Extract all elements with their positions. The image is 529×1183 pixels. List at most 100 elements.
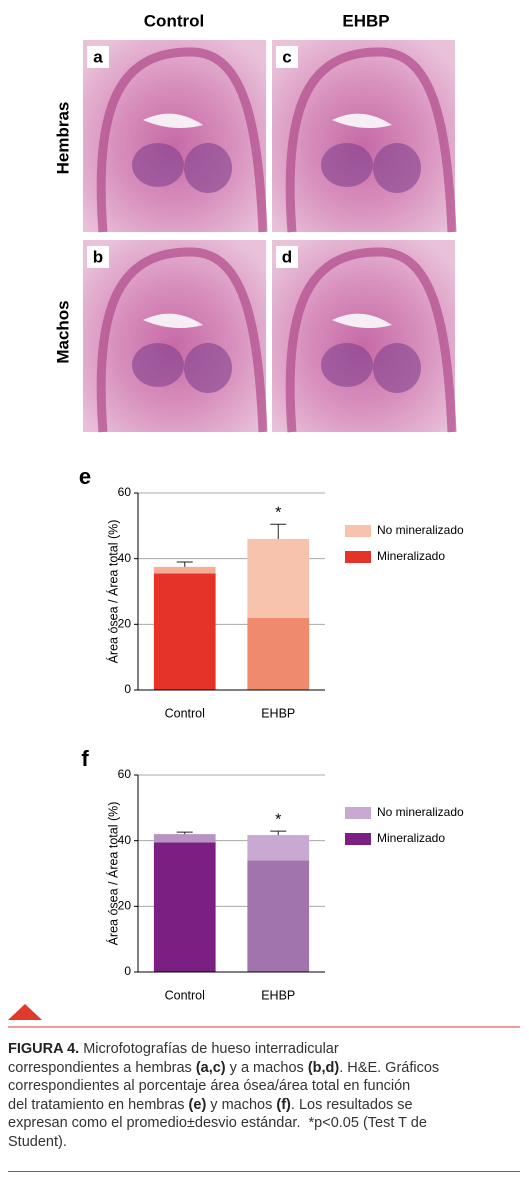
error-bar — [270, 830, 287, 836]
micrograph-bg — [83, 40, 266, 232]
caption-text: y machos — [206, 1096, 277, 1113]
legend-swatch — [345, 525, 371, 537]
caption: FIGURA 4. Microfotografías de hueso inte… — [8, 1040, 523, 1152]
caption-text: expresan como el promedio±desvio estánda… — [8, 1115, 427, 1132]
x-tick-label: Control — [165, 988, 205, 1002]
error-bar — [270, 523, 287, 539]
marrow — [132, 143, 184, 187]
tissue-band — [96, 47, 268, 233]
legend-swatch — [345, 807, 371, 819]
caption-text: (f) — [276, 1096, 291, 1113]
legend-label: No mineralizado — [377, 805, 464, 819]
caption-text: del tratamiento en hembras — [8, 1096, 189, 1113]
legend-label: Mineralizado — [377, 831, 445, 845]
space — [143, 113, 203, 129]
caption-line: expresan como el promedio±desvio estánda… — [8, 1114, 523, 1133]
caption-text: (e) — [188, 1096, 207, 1113]
legend-swatch — [345, 833, 371, 845]
error-bar — [176, 561, 193, 567]
y-tick-label: 60 — [118, 767, 132, 781]
panel-label: c — [282, 47, 291, 66]
panel-label-box — [87, 46, 109, 68]
caption-line: correspondientes al porcentaje área ósea… — [8, 1077, 523, 1096]
y-tick-label: 0 — [124, 682, 131, 696]
x-tick-label: Control — [165, 706, 205, 720]
bar-segment — [153, 842, 216, 972]
marrow — [373, 143, 421, 193]
panel-label-box — [276, 46, 298, 68]
row-header: Hembras — [53, 102, 72, 175]
caption-text: (a,c) — [195, 1059, 226, 1076]
divider — [8, 1171, 520, 1172]
caption-text: . Los resultados se — [290, 1096, 413, 1113]
caption-text: y a machos — [225, 1059, 308, 1076]
micrograph-bg — [272, 40, 455, 232]
decor-triangle — [8, 1004, 42, 1020]
column-header: EHBP — [342, 11, 389, 30]
micrograph: a — [83, 40, 268, 233]
caption-text: . H&E. Gráficos — [339, 1059, 440, 1076]
y-tick-label: 20 — [118, 617, 132, 631]
bar-segment — [247, 835, 310, 861]
caption-text: (b,d) — [307, 1059, 340, 1076]
row-header: Machos — [53, 300, 72, 363]
marrow — [321, 343, 373, 387]
caption-text: correspondientes a hembras — [8, 1059, 196, 1076]
y-tick-label: 0 — [124, 964, 131, 978]
chart-label: f — [81, 746, 89, 771]
marrow — [132, 343, 184, 387]
caption-text: Microfotografías de hueso interradicular — [79, 1041, 339, 1057]
marrow — [373, 343, 421, 393]
caption-line: FIGURA 4. Microfotografías de hueso inte… — [8, 1040, 523, 1059]
micrograph: d — [272, 240, 457, 433]
bar-segment — [247, 538, 310, 618]
error-bar — [176, 831, 193, 835]
marrow — [321, 143, 373, 187]
space — [143, 313, 203, 329]
significance: * — [275, 811, 281, 828]
marrow — [184, 143, 232, 193]
caption-text: FIGURA 4. — [8, 1041, 80, 1057]
caption-line: correspondientes a hembras (a,c) y a mac… — [8, 1059, 523, 1078]
legend-label: Mineralizado — [377, 549, 445, 563]
space — [332, 313, 392, 329]
micrograph-bg — [83, 240, 266, 432]
caption-line: Student). — [8, 1133, 523, 1152]
figure: Control EHBP Hembras Machos a c b d e Área ósea /… — [8, 11, 520, 1028]
bar-segment — [247, 617, 310, 690]
micrograph-bg — [272, 240, 455, 432]
significance: * — [275, 504, 281, 521]
tissue-band — [285, 47, 457, 233]
y-tick-label: 40 — [118, 833, 132, 847]
panel-label-box — [276, 246, 298, 268]
x-tick-label: EHBP — [261, 988, 295, 1002]
bar-segment — [153, 566, 216, 574]
y-tick-label: 60 — [118, 485, 132, 499]
panel-label: d — [282, 247, 292, 266]
legend-swatch — [345, 551, 371, 563]
x-tick-label: EHBP — [261, 706, 295, 720]
space — [332, 113, 392, 129]
caption-text: correspondientes al porcentaje área ósea… — [8, 1078, 411, 1095]
marrow — [184, 343, 232, 393]
panel-label: a — [93, 47, 103, 66]
legend-label: No mineralizado — [377, 523, 464, 537]
y-axis-title: Área ósea / Área total (%) — [105, 802, 120, 946]
tissue-band — [96, 247, 268, 433]
panel-label-box — [87, 246, 109, 268]
chart-label: e — [79, 464, 91, 489]
bar-segment — [153, 573, 216, 690]
y-axis-title: Área ósea / Área total (%) — [105, 520, 120, 664]
caption-text: Student). — [8, 1133, 67, 1150]
micrograph: c — [272, 40, 457, 233]
bar-segment — [153, 834, 216, 843]
micrograph: b — [83, 240, 268, 433]
y-tick-label: 20 — [118, 899, 132, 913]
column-header: Control — [144, 11, 204, 30]
caption-line: del tratamiento en hembras (e) y machos … — [8, 1096, 523, 1115]
panel-label: b — [93, 247, 103, 266]
y-tick-label: 40 — [118, 551, 132, 565]
bar-segment — [247, 860, 310, 972]
tissue-band — [285, 247, 457, 433]
